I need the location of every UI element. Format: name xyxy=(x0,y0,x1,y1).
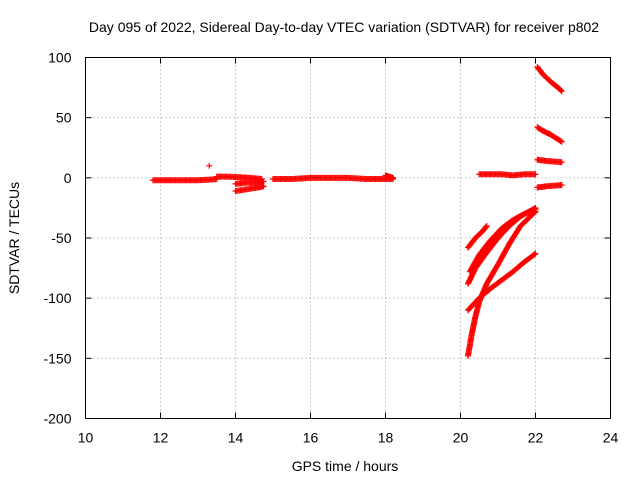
x-tick-label: 22 xyxy=(528,430,544,446)
data-point xyxy=(483,223,489,230)
data-point xyxy=(532,171,539,178)
x-tick-label: 18 xyxy=(378,430,394,446)
x-tick-label: 24 xyxy=(603,430,619,446)
chart-title: Day 095 of 2022, Sidereal Day-to-day VTE… xyxy=(89,19,599,35)
y-tick-label: -50 xyxy=(51,230,71,246)
tick-label-layer: 10 12 14 16 18 20 22 24 100 50 0 -50 -100 -150 -200 xyxy=(43,50,618,446)
data-point xyxy=(558,159,565,166)
data-point xyxy=(531,209,538,216)
data-point xyxy=(532,250,539,257)
data-point xyxy=(557,138,564,145)
grid-layer xyxy=(85,57,611,419)
y-tick-label: -200 xyxy=(43,411,71,427)
data-point xyxy=(558,182,565,189)
x-tick-label: 16 xyxy=(303,430,319,446)
series-arc-4 xyxy=(232,178,267,187)
y-axis-label: SDTVAR / TECUs xyxy=(6,182,22,294)
x-tick-label: 20 xyxy=(453,430,469,446)
data-point xyxy=(260,178,267,185)
data-point xyxy=(206,162,213,169)
series-arc-8 xyxy=(534,64,565,95)
data-point xyxy=(483,222,490,229)
series-arc-17 xyxy=(206,162,213,169)
series-arc-6 xyxy=(382,172,396,181)
points-layer xyxy=(150,64,565,359)
series-arc-7 xyxy=(476,171,539,179)
y-tick-label: 100 xyxy=(48,50,72,66)
data-point xyxy=(531,251,538,258)
series-arc-12 xyxy=(465,222,490,251)
y-tick-label: -100 xyxy=(43,290,71,306)
data-point xyxy=(390,174,396,181)
y-tick-label: 50 xyxy=(56,110,72,126)
x-tick-label: 10 xyxy=(78,430,94,446)
plot-frame xyxy=(85,57,611,419)
data-point xyxy=(558,138,565,145)
x-tick-label: 12 xyxy=(153,430,169,446)
data-point xyxy=(558,88,565,95)
data-point xyxy=(532,208,539,215)
series-arc-5 xyxy=(270,174,396,183)
y-tick-label: -150 xyxy=(43,350,71,366)
series-arc-10 xyxy=(534,156,565,166)
x-axis-label: GPS time / hours xyxy=(292,458,399,474)
x-tick-label: 14 xyxy=(228,430,244,446)
y-tick-label: 0 xyxy=(64,170,72,186)
series-arc-9 xyxy=(534,124,565,145)
data-point xyxy=(558,87,564,94)
series-arc-1 xyxy=(150,176,220,184)
series-arc-16 xyxy=(465,208,539,359)
series-arc-11 xyxy=(534,182,565,191)
